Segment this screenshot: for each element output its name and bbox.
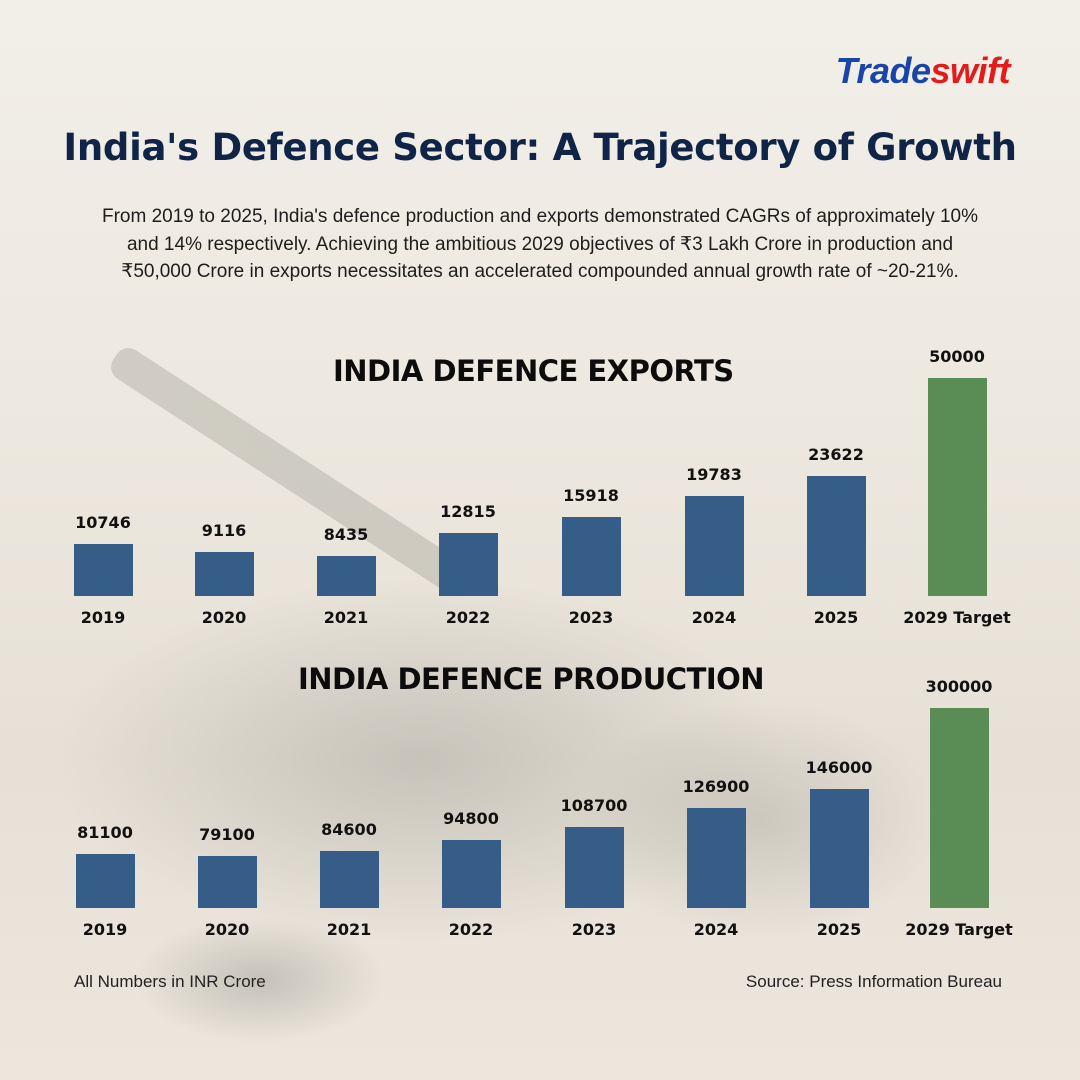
production-value-label: 300000 bbox=[925, 677, 993, 696]
exports-bar-2020 bbox=[194, 552, 254, 596]
source-note: Source: Press Information Bureau bbox=[745, 972, 1002, 991]
exports-chart-title: INDIA DEFENCE EXPORTS bbox=[333, 354, 734, 388]
production-category-label: 2022 bbox=[448, 920, 494, 939]
production-value-label: 81100 bbox=[77, 823, 133, 842]
page-title: India's Defence Sector: A Trajectory of … bbox=[63, 126, 1017, 169]
units-note: All Numbers in INR Crore bbox=[74, 972, 266, 991]
exports-bar-2023 bbox=[561, 516, 621, 596]
exports-category-label: 2020 bbox=[201, 608, 247, 627]
exports-value-label: 10746 bbox=[75, 512, 131, 532]
exports-value-label: 12815 bbox=[440, 501, 496, 521]
exports-value-label: 50000 bbox=[929, 347, 985, 366]
production-bar-2020 bbox=[197, 856, 257, 908]
production-value-label: 146000 bbox=[805, 758, 873, 778]
production-category-label: 2025 bbox=[816, 920, 862, 939]
exports-category-label: 2019 bbox=[80, 608, 126, 627]
exports-category-label: 2025 bbox=[813, 608, 859, 627]
exports-category-label: 2021 bbox=[323, 608, 369, 627]
production-category-label: 2023 bbox=[571, 920, 617, 939]
exports-category-label: 2022 bbox=[445, 608, 491, 627]
exports-value-label: 9116 bbox=[201, 521, 247, 541]
production-category-label: 2029 Target bbox=[905, 920, 1013, 939]
production-value-label: 108700 bbox=[560, 795, 628, 815]
production-category-label: 2024 bbox=[693, 920, 739, 939]
brand-logo-part2: swift bbox=[930, 50, 1010, 91]
exports-value-label: 19783 bbox=[686, 465, 742, 485]
production-bar-2023 bbox=[564, 826, 624, 908]
exports-value-label: 15918 bbox=[563, 485, 619, 505]
production-bar-2019 bbox=[75, 854, 135, 908]
exports-category-label: 2024 bbox=[691, 608, 737, 627]
production-category-label: 2021 bbox=[326, 920, 372, 939]
exports-bar-2025 bbox=[806, 475, 866, 596]
production-bar-2025 bbox=[809, 789, 869, 908]
exports-category-label: 2029 Target bbox=[903, 608, 1011, 627]
production-bar-2022 bbox=[441, 840, 501, 908]
brand-logo-part1: Trade bbox=[835, 50, 931, 91]
production-bar-2024 bbox=[686, 808, 746, 908]
production-value-label: 84600 bbox=[321, 819, 377, 839]
production-category-label: 2019 bbox=[82, 920, 128, 939]
production-value-label: 79100 bbox=[199, 825, 255, 844]
production-bar-2029-target bbox=[929, 708, 989, 908]
exports-bar-2022 bbox=[438, 532, 498, 596]
exports-bar-2024 bbox=[684, 496, 744, 596]
production-value-label: 94800 bbox=[443, 809, 499, 829]
exports-value-label: 23622 bbox=[808, 444, 864, 464]
page-subtitle: From 2019 to 2025, India's defence produ… bbox=[101, 206, 978, 282]
production-category-label: 2020 bbox=[204, 920, 250, 939]
exports-value-label: 8435 bbox=[323, 525, 369, 544]
production-chart-title: INDIA DEFENCE PRODUCTION bbox=[298, 662, 765, 696]
exports-bar-2021 bbox=[316, 556, 376, 596]
exports-category-label: 2023 bbox=[568, 608, 614, 627]
exports-bar-2029-target bbox=[927, 378, 987, 596]
production-bar-2021 bbox=[319, 850, 379, 908]
brand-logo: Tradeswift bbox=[835, 50, 1011, 92]
production-value-label: 126900 bbox=[682, 777, 750, 797]
exports-bar-2019 bbox=[73, 543, 133, 596]
